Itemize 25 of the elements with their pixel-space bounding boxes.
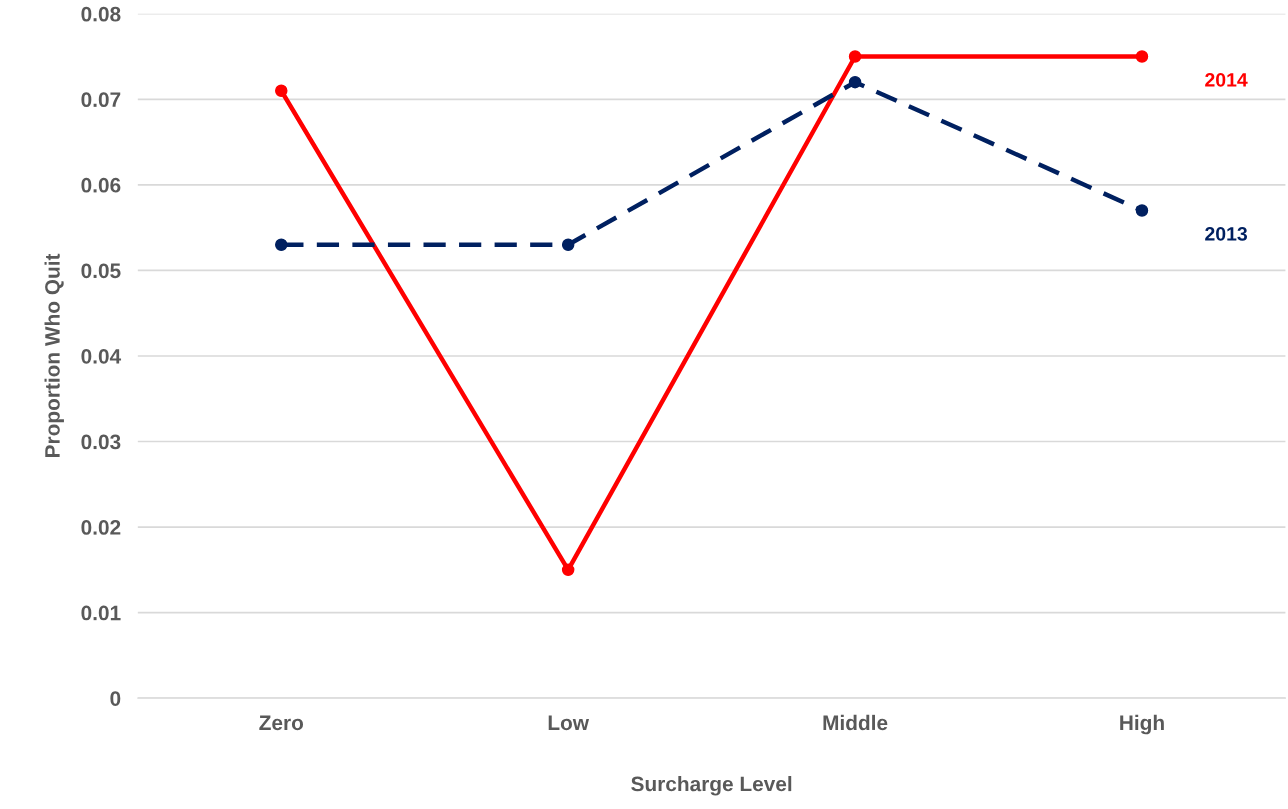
text: 2014 <box>1205 72 1248 87</box>
y-tick-label: 0.06 <box>81 177 121 193</box>
x-tick-label: Low <box>548 715 590 731</box>
y-tick-label: 0.07 <box>81 92 121 108</box>
y-tick-label: 0.08 <box>81 6 121 22</box>
x-tick-label: Zero <box>259 715 304 731</box>
point <box>275 84 288 98</box>
x-axis-title: Surcharge Level <box>631 776 792 796</box>
y-tick-label: 0.03 <box>81 434 121 450</box>
y-tick-label: 0 <box>110 691 121 706</box>
point <box>848 75 862 89</box>
y-tick-label: 0.02 <box>81 520 121 535</box>
text: 2013 <box>1205 226 1248 241</box>
x-tick-label: Middle <box>823 714 888 731</box>
x-tick-label: High <box>1120 714 1164 735</box>
point <box>561 563 575 577</box>
point <box>1135 204 1149 217</box>
y-tick-label: 0.01 <box>81 605 121 621</box>
point <box>1135 50 1149 63</box>
y-tick-label: 0.04 <box>81 348 122 364</box>
y-tick-label: 0.05 <box>81 263 121 279</box>
point <box>561 238 575 251</box>
point <box>275 238 288 251</box>
y-axis-title: Proportion Who Quit <box>44 253 64 457</box>
point <box>848 50 862 63</box>
